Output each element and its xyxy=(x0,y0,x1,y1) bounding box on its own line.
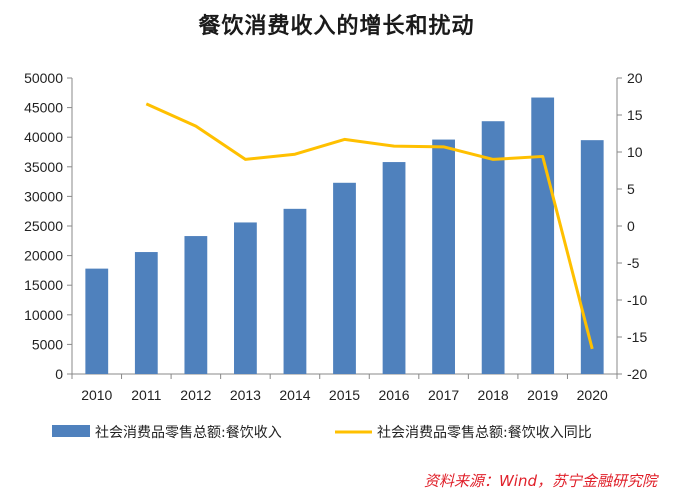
y-left-tick-label: 40000 xyxy=(24,129,63,145)
legend-swatch-bar xyxy=(52,425,90,437)
y-left-tick-label: 50000 xyxy=(24,70,63,86)
bar xyxy=(531,97,555,374)
y-left-tick-label: 30000 xyxy=(24,188,63,204)
y-right-tick-label: 20 xyxy=(627,70,643,86)
y-right-tick-label: -10 xyxy=(627,292,647,308)
bar xyxy=(382,162,406,374)
y-left-tick-label: 35000 xyxy=(24,159,63,175)
x-tick-label: 2017 xyxy=(428,387,459,403)
bar xyxy=(134,252,158,374)
x-axis-ticks: 2010 2011 2012 2013 2014 2015 2016 2017 2018 2019… xyxy=(71,374,618,403)
line-series xyxy=(145,102,594,350)
source-note: 资料来源：Wind，苏宁金融研究院 xyxy=(423,472,657,490)
y-left-axis-ticks: 0 5000 10000 15000 20000 25000 30000 35000 40000… xyxy=(24,70,72,382)
legend-label-line: 社会消费品零售总额:餐饮收入同比 xyxy=(377,425,592,441)
y-left-tick-label: 45000 xyxy=(24,100,63,116)
bar xyxy=(333,182,356,374)
bar xyxy=(481,121,505,374)
x-tick-label: 2016 xyxy=(378,387,409,403)
bar xyxy=(234,222,257,374)
x-tick-label: 2015 xyxy=(329,387,360,403)
y-left-tick-label: 0 xyxy=(55,366,63,382)
bar xyxy=(85,268,109,374)
y-left-tick-label: 20000 xyxy=(24,248,63,264)
bar xyxy=(432,139,455,374)
x-tick-label: 2010 xyxy=(81,387,112,403)
legend: 社会消费品零售总额:餐饮收入 社会消费品零售总额:餐饮收入同比 xyxy=(52,425,592,441)
y-right-tick-label: -5 xyxy=(627,255,640,271)
y-right-tick-label: 15 xyxy=(627,107,643,123)
y-left-tick-label: 15000 xyxy=(24,277,63,293)
y-left-tick-label: 5000 xyxy=(32,336,63,352)
bar xyxy=(283,208,307,374)
x-tick-label: 2014 xyxy=(279,387,310,403)
y-right-tick-label: -20 xyxy=(627,366,647,382)
y-right-tick-label: 10 xyxy=(627,144,643,160)
bar xyxy=(580,140,604,374)
y-right-tick-label: 0 xyxy=(627,218,635,234)
x-tick-label: 2018 xyxy=(478,387,509,403)
y-right-tick-label: -15 xyxy=(627,329,647,345)
legend-label-bar: 社会消费品零售总额:餐饮收入 xyxy=(95,425,282,441)
x-tick-label: 2019 xyxy=(527,387,558,403)
y-right-tick-label: 5 xyxy=(627,181,635,197)
bar-series xyxy=(85,97,604,374)
y-left-tick-label: 25000 xyxy=(24,218,63,234)
line-path xyxy=(145,102,594,350)
x-tick-label: 2013 xyxy=(230,387,261,403)
x-tick-label: 2011 xyxy=(131,387,161,403)
chart-title: 餐饮消费收入的增长和扰动 xyxy=(198,14,475,39)
x-tick-label: 2020 xyxy=(577,387,608,403)
bar xyxy=(184,236,208,374)
x-tick-label: 2012 xyxy=(180,387,211,403)
y-left-tick-label: 10000 xyxy=(24,307,63,323)
y-right-axis-ticks: -20 -15 -10 -5 0 5 10 15 20 xyxy=(617,70,647,382)
